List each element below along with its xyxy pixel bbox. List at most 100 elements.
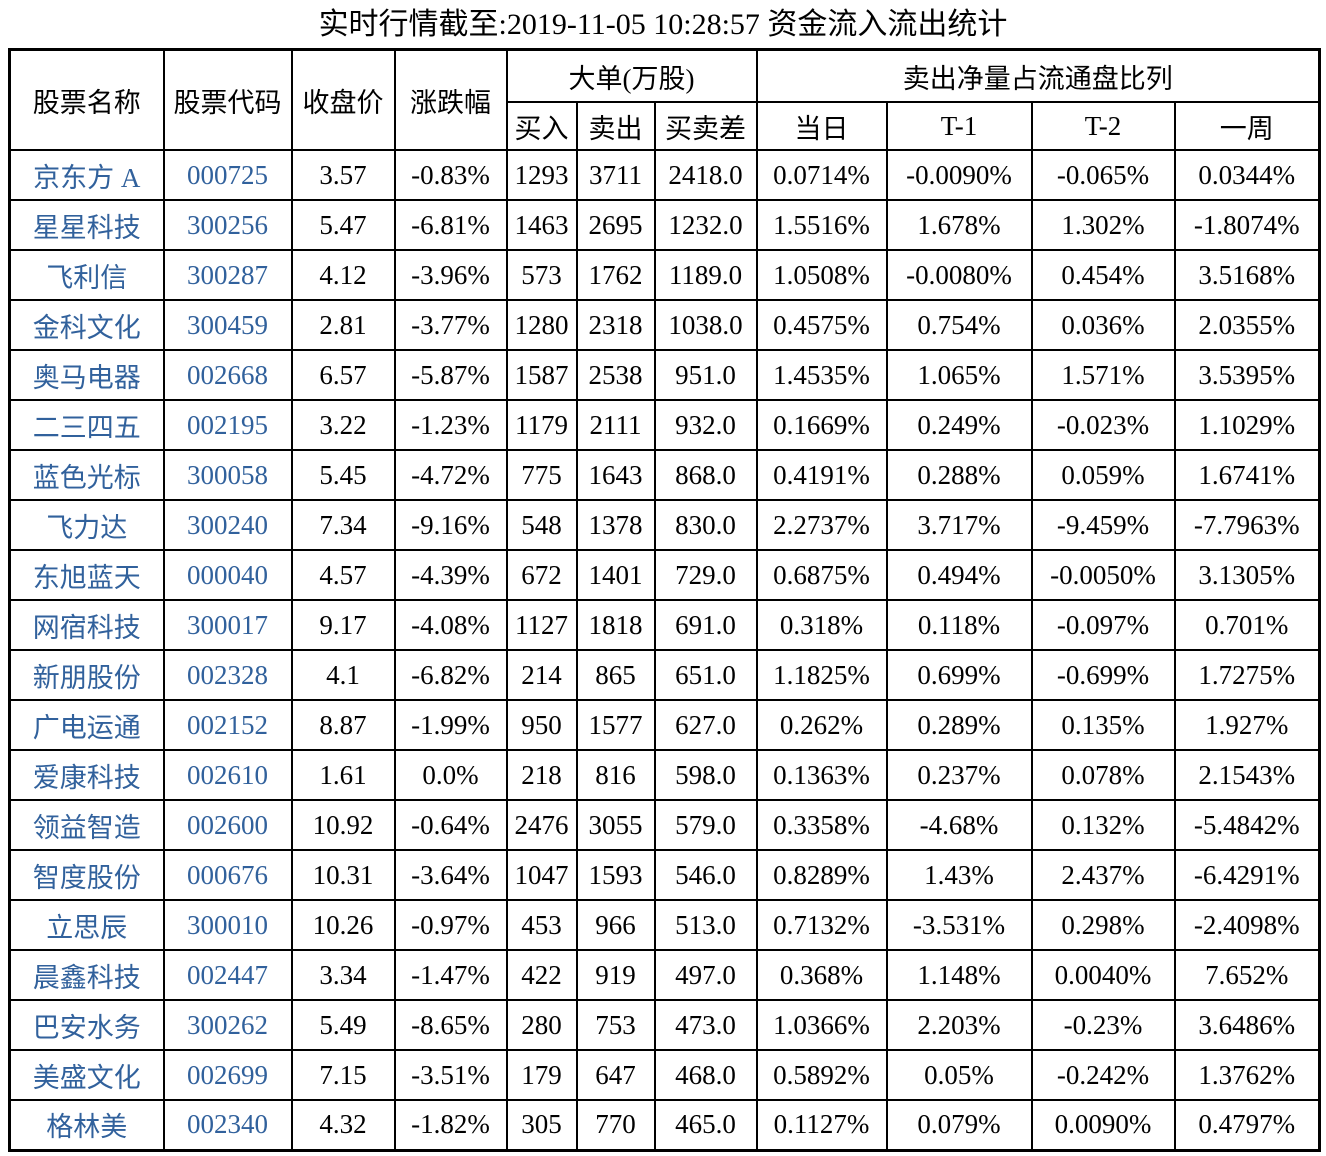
week-ratio-cell: -6.4291% xyxy=(1173,849,1321,901)
buy-sell-diff-cell: 497.0 xyxy=(653,949,758,1001)
t1-ratio-cell: 0.288% xyxy=(885,449,1033,501)
buy-sell-diff-cell: 579.0 xyxy=(653,799,758,851)
table-body: 京东方 A 000725 3.57 -0.83% 1293 3711 2418.0 0.071… xyxy=(8,149,1321,1151)
buy-sell-diff-cell: 627.0 xyxy=(653,699,758,751)
close-price-cell: 7.15 xyxy=(290,1049,396,1101)
sell-cell: 2695 xyxy=(575,199,656,251)
header-row-groups: 股票名称 股票代码 收盘价 涨跌幅 大单(万股) 卖出净量占流通盘比列 xyxy=(8,48,1321,151)
t2-ratio-cell: 0.0040% xyxy=(1030,949,1176,1001)
today-ratio-cell: 1.0508% xyxy=(755,249,888,301)
header-sell: 卖出 xyxy=(575,101,656,151)
buy-cell: 950 xyxy=(505,699,578,751)
week-ratio-cell: 0.0344% xyxy=(1173,149,1321,201)
buy-cell: 218 xyxy=(505,749,578,801)
buy-cell: 453 xyxy=(505,899,578,951)
buy-sell-diff-cell: 951.0 xyxy=(653,349,758,401)
t1-ratio-cell: -3.531% xyxy=(885,899,1033,951)
week-ratio-cell: 1.7275% xyxy=(1173,649,1321,701)
table-row: 立思辰 300010 10.26 -0.97% 453 966 513.0 0.7132% -3… xyxy=(8,899,1321,951)
week-ratio-cell: 1.927% xyxy=(1173,699,1321,751)
today-ratio-cell: 0.5892% xyxy=(755,1049,888,1101)
close-price-cell: 5.49 xyxy=(290,999,396,1051)
t1-ratio-cell: 0.05% xyxy=(885,1049,1033,1101)
buy-sell-diff-cell: 546.0 xyxy=(653,849,758,901)
buy-sell-diff-cell: 2418.0 xyxy=(653,149,758,201)
buy-sell-diff-cell: 932.0 xyxy=(653,399,758,451)
stock-name-cell: 爱康科技 xyxy=(8,749,165,801)
buy-sell-diff-cell: 465.0 xyxy=(653,1099,758,1151)
buy-cell: 280 xyxy=(505,999,578,1051)
sell-cell: 2111 xyxy=(575,399,656,451)
table-row: 京东方 A 000725 3.57 -0.83% 1293 3711 2418.0 0.071… xyxy=(8,149,1321,201)
change-pct-cell: -4.08% xyxy=(393,599,508,651)
buy-sell-diff-cell: 691.0 xyxy=(653,599,758,651)
t2-ratio-cell: -0.065% xyxy=(1030,149,1176,201)
stock-code-cell: 000040 xyxy=(162,549,293,601)
header-stock-name: 股票名称 xyxy=(8,48,165,151)
table-row: 巴安水务 300262 5.49 -8.65% 280 753 473.0 1.0366% 2.… xyxy=(8,999,1321,1051)
t1-ratio-cell: 0.249% xyxy=(885,399,1033,451)
sell-cell: 1577 xyxy=(575,699,656,751)
buy-sell-diff-cell: 473.0 xyxy=(653,999,758,1051)
t2-ratio-cell: 0.036% xyxy=(1030,299,1176,351)
stock-code-cell: 002699 xyxy=(162,1049,293,1101)
sell-cell: 1643 xyxy=(575,449,656,501)
stock-code-cell: 000676 xyxy=(162,849,293,901)
change-pct-cell: -8.65% xyxy=(393,999,508,1051)
stock-code-cell: 300287 xyxy=(162,249,293,301)
week-ratio-cell: 0.4797% xyxy=(1173,1099,1321,1151)
today-ratio-cell: 0.262% xyxy=(755,699,888,751)
stock-name-cell: 网宿科技 xyxy=(8,599,165,651)
t2-ratio-cell: 1.571% xyxy=(1030,349,1176,401)
week-ratio-cell: -5.4842% xyxy=(1173,799,1321,851)
t1-ratio-cell: -4.68% xyxy=(885,799,1033,851)
sell-cell: 1762 xyxy=(575,249,656,301)
today-ratio-cell: 0.7132% xyxy=(755,899,888,951)
change-pct-cell: -0.83% xyxy=(393,149,508,201)
t1-ratio-cell: 0.118% xyxy=(885,599,1033,651)
buy-sell-diff-cell: 513.0 xyxy=(653,899,758,951)
sell-cell: 1818 xyxy=(575,599,656,651)
buy-cell: 1293 xyxy=(505,149,578,201)
t1-ratio-cell: 0.289% xyxy=(885,699,1033,751)
stock-code-cell: 002152 xyxy=(162,699,293,751)
stock-name-cell: 智度股份 xyxy=(8,849,165,901)
buy-cell: 573 xyxy=(505,249,578,301)
stock-name-cell: 京东方 A xyxy=(8,149,165,201)
stock-name-cell: 金科文化 xyxy=(8,299,165,351)
close-price-cell: 4.12 xyxy=(290,249,396,301)
stock-name-cell: 星星科技 xyxy=(8,199,165,251)
week-ratio-cell: 7.652% xyxy=(1173,949,1321,1001)
table-row: 格林美 002340 4.32 -1.82% 305 770 465.0 0.1127% 0.0… xyxy=(8,1099,1321,1151)
t1-ratio-cell: 0.699% xyxy=(885,649,1033,701)
t1-ratio-cell: 0.494% xyxy=(885,549,1033,601)
table-row: 爱康科技 002610 1.61 0.0% 218 816 598.0 0.1363% 0.23… xyxy=(8,749,1321,801)
sell-cell: 1378 xyxy=(575,499,656,551)
t2-ratio-cell: 0.132% xyxy=(1030,799,1176,851)
today-ratio-cell: 0.318% xyxy=(755,599,888,651)
buy-cell: 422 xyxy=(505,949,578,1001)
stock-name-cell: 晨鑫科技 xyxy=(8,949,165,1001)
week-ratio-cell: 1.3762% xyxy=(1173,1049,1321,1101)
change-pct-cell: -4.39% xyxy=(393,549,508,601)
close-price-cell: 8.87 xyxy=(290,699,396,751)
buy-cell: 1047 xyxy=(505,849,578,901)
stock-code-cell: 300256 xyxy=(162,199,293,251)
week-ratio-cell: -7.7963% xyxy=(1173,499,1321,551)
stock-name-cell: 奥马电器 xyxy=(8,349,165,401)
today-ratio-cell: 1.4535% xyxy=(755,349,888,401)
close-price-cell: 4.1 xyxy=(290,649,396,701)
close-price-cell: 1.61 xyxy=(290,749,396,801)
t2-ratio-cell: -9.459% xyxy=(1030,499,1176,551)
table-row: 飞利信 300287 4.12 -3.96% 573 1762 1189.0 1.0508% -… xyxy=(8,249,1321,301)
today-ratio-cell: 0.8289% xyxy=(755,849,888,901)
t1-ratio-cell: -0.0080% xyxy=(885,249,1033,301)
today-ratio-cell: 0.1669% xyxy=(755,399,888,451)
t1-ratio-cell: 2.203% xyxy=(885,999,1033,1051)
t2-ratio-cell: -0.0050% xyxy=(1030,549,1176,601)
t1-ratio-cell: 3.717% xyxy=(885,499,1033,551)
stock-code-cell: 300058 xyxy=(162,449,293,501)
t1-ratio-cell: 0.237% xyxy=(885,749,1033,801)
stock-flow-table: 股票名称 股票代码 收盘价 涨跌幅 大单(万股) 卖出净量占流通盘比列 买入 卖… xyxy=(8,48,1322,1152)
